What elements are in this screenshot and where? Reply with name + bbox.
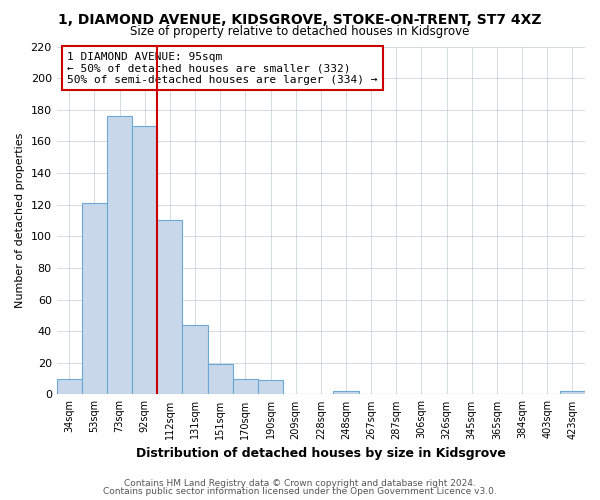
Bar [233,378,258,394]
Bar [82,203,107,394]
Bar [560,392,585,394]
Text: Contains public sector information licensed under the Open Government Licence v3: Contains public sector information licen… [103,487,497,496]
Bar [157,220,182,394]
Bar [258,380,283,394]
Text: 1 DIAMOND AVENUE: 95sqm
← 50% of detached houses are smaller (332)
50% of semi-d: 1 DIAMOND AVENUE: 95sqm ← 50% of detache… [67,52,378,85]
Bar [132,126,157,394]
Bar [107,116,132,394]
Y-axis label: Number of detached properties: Number of detached properties [15,133,25,308]
Text: Size of property relative to detached houses in Kidsgrove: Size of property relative to detached ho… [130,25,470,38]
Bar [208,364,233,394]
X-axis label: Distribution of detached houses by size in Kidsgrove: Distribution of detached houses by size … [136,447,506,460]
Text: Contains HM Land Registry data © Crown copyright and database right 2024.: Contains HM Land Registry data © Crown c… [124,479,476,488]
Bar [56,378,82,394]
Text: 1, DIAMOND AVENUE, KIDSGROVE, STOKE-ON-TRENT, ST7 4XZ: 1, DIAMOND AVENUE, KIDSGROVE, STOKE-ON-T… [58,12,542,26]
Bar [182,325,208,394]
Bar [334,392,359,394]
